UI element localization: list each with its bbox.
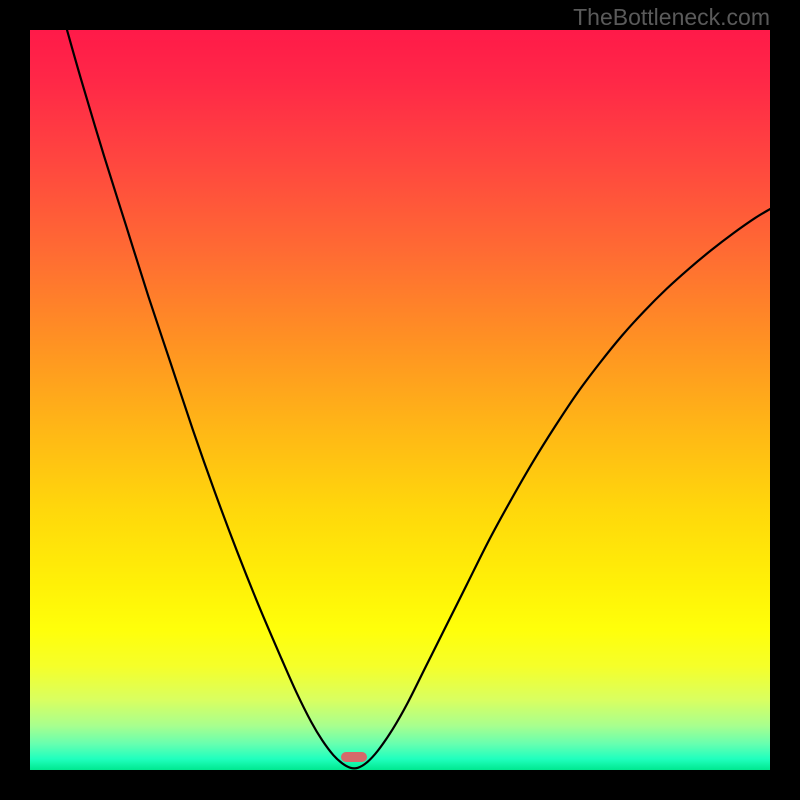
curve-svg: [30, 30, 770, 770]
bottleneck-curve: [67, 30, 770, 768]
plot-area: [30, 30, 770, 770]
watermark-text: TheBottleneck.com: [573, 4, 770, 31]
optimum-marker: [341, 752, 367, 762]
chart-container: TheBottleneck.com: [0, 0, 800, 800]
